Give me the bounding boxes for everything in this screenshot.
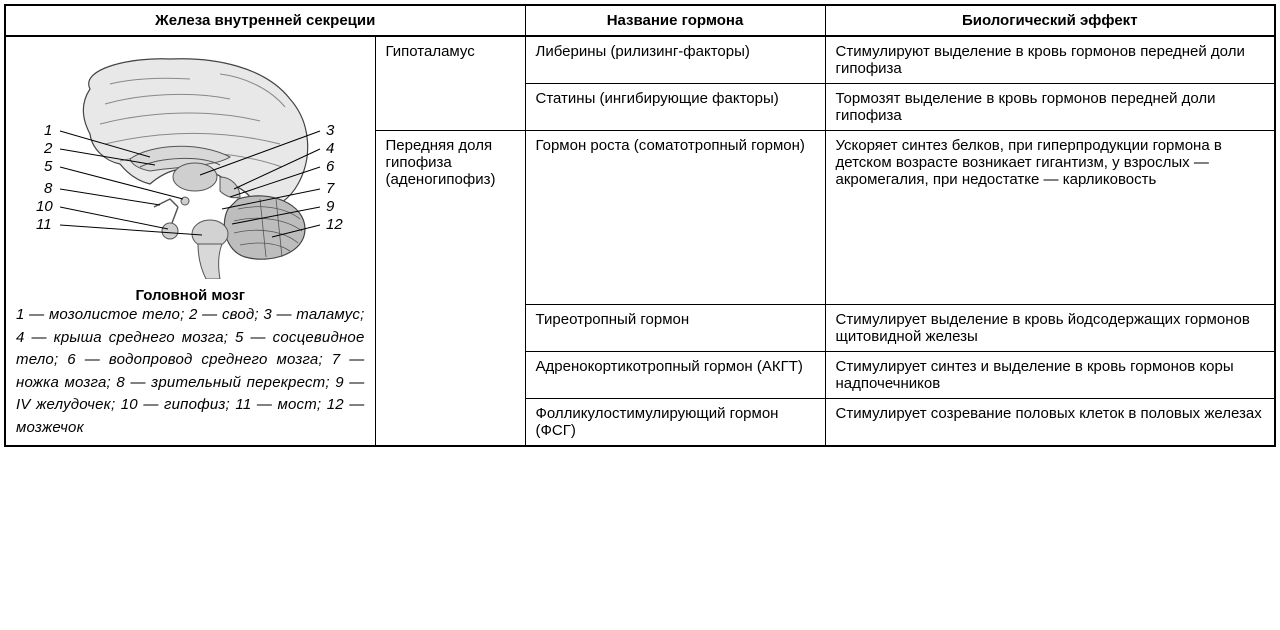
brain-label: 11 <box>36 216 52 233</box>
hormone-cell: Тиреотропный гормон <box>525 305 825 352</box>
brain-svg: 1 2 5 8 10 11 3 4 6 7 9 12 <box>20 49 360 279</box>
gland-cell: Гипоталамус <box>375 36 525 131</box>
header-gland: Железа внутренней секреции <box>5 5 525 36</box>
brain-label: 5 <box>44 158 53 175</box>
effect-cell: Стимулирует созревание половых клеток в … <box>825 399 1275 447</box>
brain-label: 9 <box>326 198 335 215</box>
thalamus-shape <box>173 163 217 191</box>
brain-label: 10 <box>36 198 53 215</box>
effect-cell: Стимулирует выделение в кровь йодсодержа… <box>825 305 1275 352</box>
brain-title: Головной мозг <box>16 287 365 304</box>
brain-label: 12 <box>326 216 343 233</box>
pituitary-stalk <box>172 207 178 223</box>
brain-label: 3 <box>326 122 335 139</box>
gland-cell: Передняя доля гипофиза (аденогипофиз) <box>375 131 525 447</box>
brain-label: 4 <box>326 140 334 157</box>
hormone-cell: Гормон роста (соматотропный гормон) <box>525 131 825 305</box>
brain-diagram: 1 2 5 8 10 11 3 4 6 7 9 12 <box>20 49 360 283</box>
brain-caption: 1 — мозолистое тело; 2 — свод; 3 — талам… <box>16 304 365 439</box>
pituitary-shape <box>162 223 178 239</box>
optic-chiasm <box>154 199 178 207</box>
table-row: 1 2 5 8 10 11 3 4 6 7 9 12 <box>5 36 1275 84</box>
endocrine-table: Железа внутренней секреции Название горм… <box>4 4 1276 447</box>
brain-label: 8 <box>44 180 53 197</box>
brain-label: 1 <box>44 122 52 139</box>
header-hormone: Название гормона <box>525 5 825 36</box>
mammillary-body <box>181 197 189 205</box>
effect-cell: Стимулирует синтез и выделение в кровь г… <box>825 352 1275 399</box>
cerebellum-shape <box>225 196 306 259</box>
hormone-cell: Либерины (рилизинг-факторы) <box>525 36 825 84</box>
hormone-cell: Фолликулостимулирующий гормон (ФСГ) <box>525 399 825 447</box>
brain-label: 2 <box>43 140 53 157</box>
hormone-cell: Адренокортикотропный гормон (АКГТ) <box>525 352 825 399</box>
effect-cell: Тормозят выделение в кровь гормонов пере… <box>825 84 1275 131</box>
effect-cell: Ускоряет синтез белков, при гиперпродукц… <box>825 131 1275 305</box>
brain-label: 6 <box>326 158 335 175</box>
header-effect: Биологический эффект <box>825 5 1275 36</box>
brain-label: 7 <box>326 180 335 197</box>
hormone-cell: Статины (ингибирующие факторы) <box>525 84 825 131</box>
brain-cell: 1 2 5 8 10 11 3 4 6 7 9 12 <box>5 36 375 446</box>
medulla-shape <box>198 244 222 279</box>
effect-cell: Стимулируют выделение в кровь гормонов п… <box>825 36 1275 84</box>
